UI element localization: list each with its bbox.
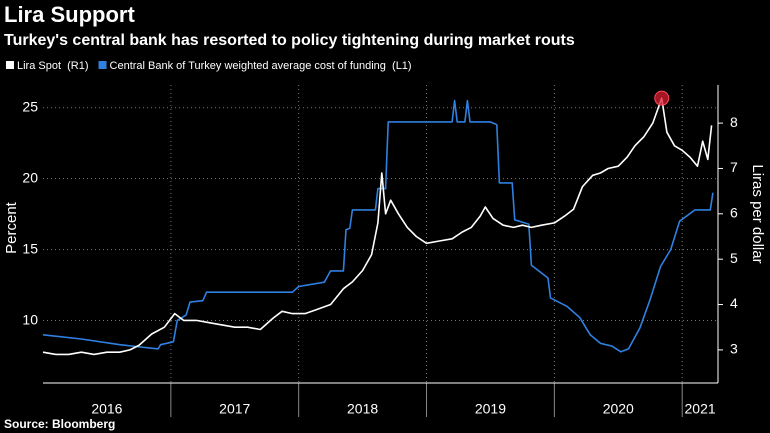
chart-title: Lira Support: [4, 2, 135, 27]
y2-axis-label: Liras per dollar: [749, 164, 766, 263]
legend-label: Lira Spot (R1): [17, 60, 89, 72]
source-note: Source: Bloomberg: [4, 417, 115, 431]
series-line: [42, 99, 714, 353]
x-tick-label: 2017: [219, 401, 250, 417]
x-tick-label: 2020: [603, 401, 634, 417]
chart-subtitle: Turkey's central bank has resorted to po…: [4, 32, 575, 49]
x-tick-label: 2019: [475, 401, 506, 417]
y-tick-label: 20: [22, 169, 38, 185]
y2-tick-label: 3: [730, 341, 738, 357]
series-line: [42, 97, 713, 356]
x-tick-label: 2016: [91, 401, 122, 417]
peak-highlight: [654, 90, 670, 106]
legend-swatch: [6, 61, 14, 69]
legend-label: Central Bank of Turkey weighted average …: [110, 60, 412, 72]
y-tick-label: 25: [22, 98, 38, 114]
y-tick-label: 15: [22, 240, 38, 256]
y-axis-label: Percent: [3, 201, 20, 254]
x-tick-label: 2018: [347, 401, 378, 417]
y-tick-label: 10: [22, 311, 38, 327]
y2-tick-label: 7: [730, 159, 738, 175]
y2-tick-label: 5: [730, 250, 738, 266]
x-tick-label: 2021: [685, 401, 716, 417]
y2-tick-label: 8: [730, 114, 738, 130]
y2-tick-label: 4: [730, 295, 738, 311]
y2-tick-label: 6: [730, 205, 738, 221]
legend-swatch: [98, 61, 107, 69]
